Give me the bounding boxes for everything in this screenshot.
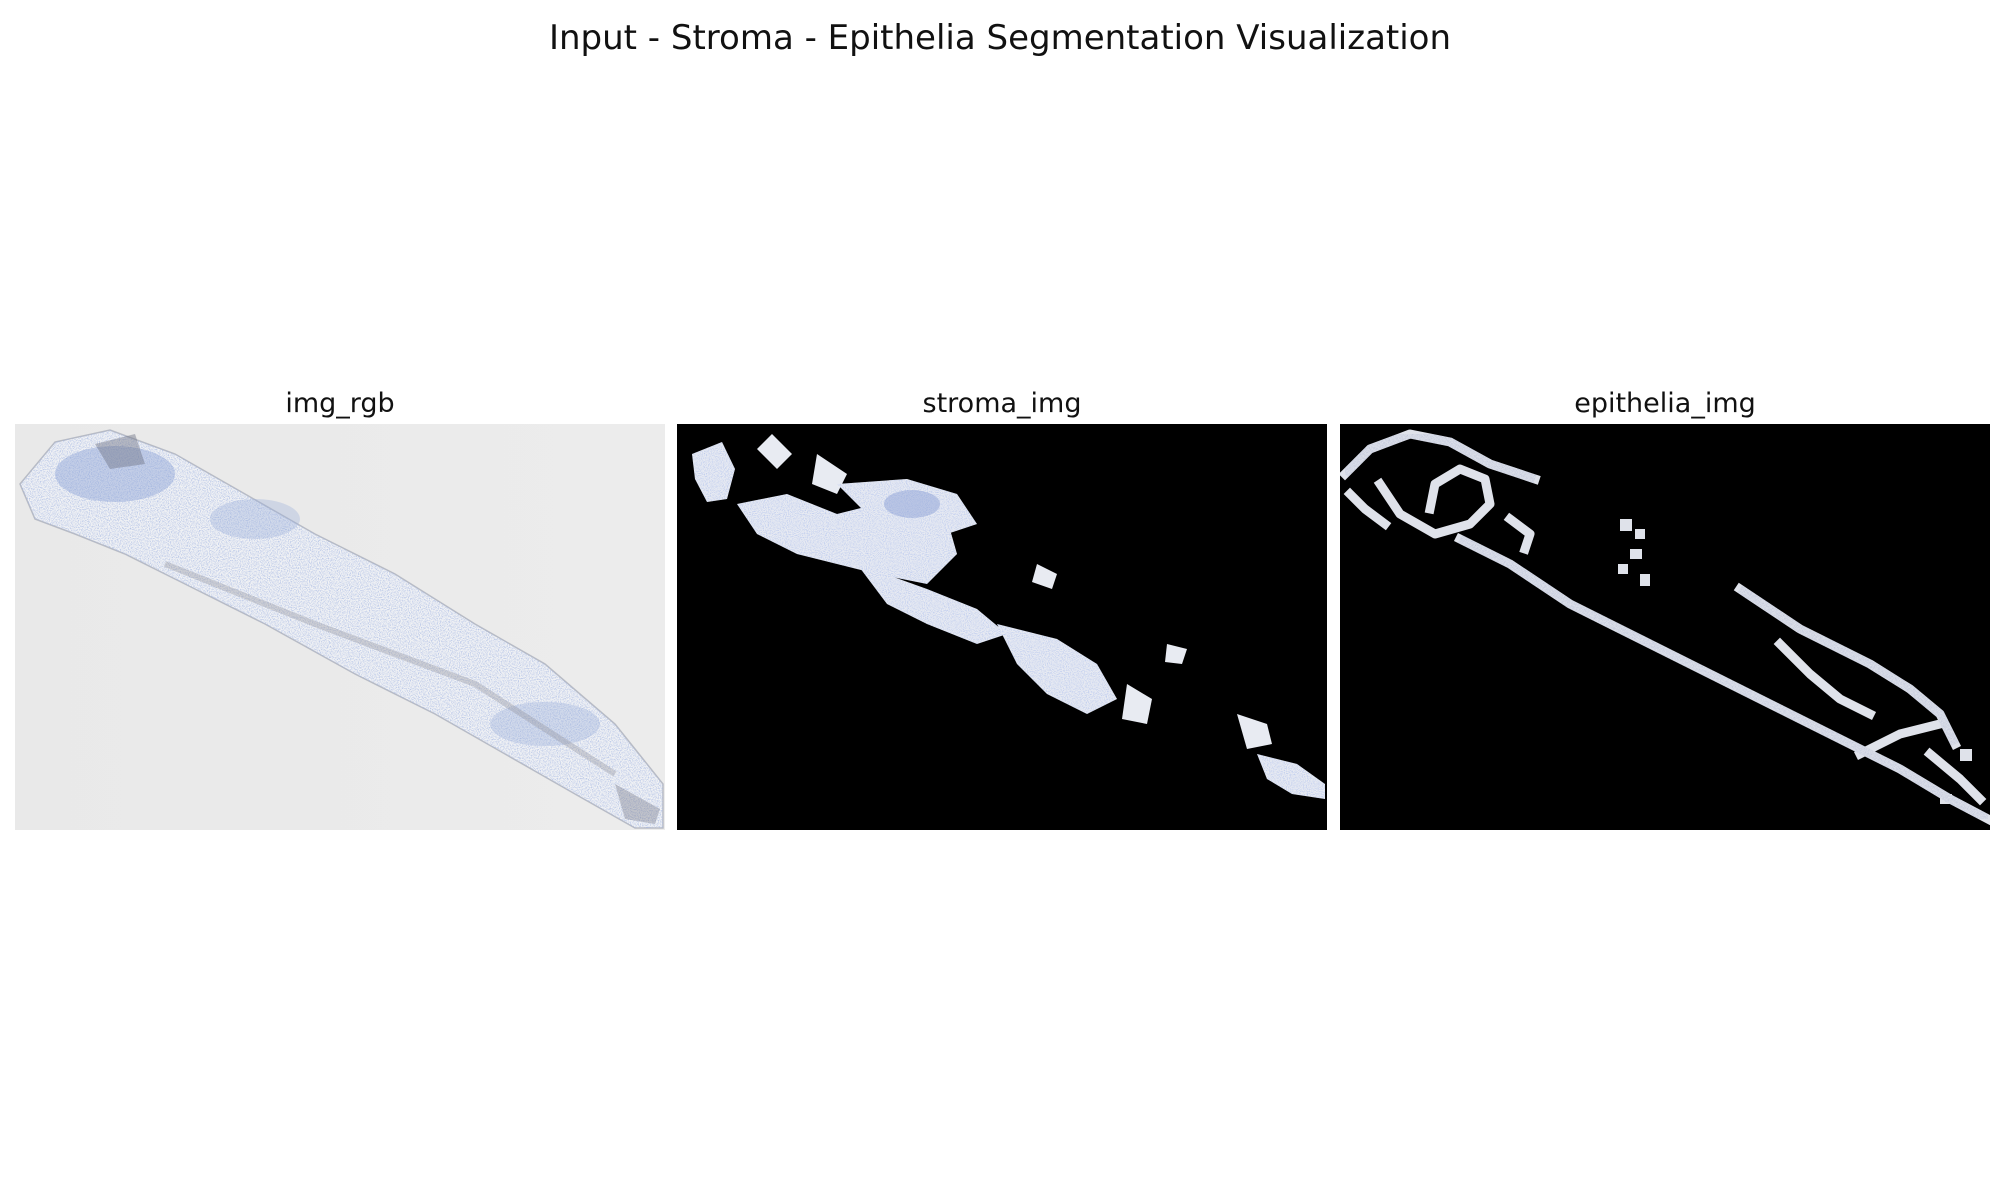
panel-title-stroma-img: stroma_img [922, 388, 1082, 419]
panel-stroma-img: stroma_img [677, 384, 1327, 834]
panel-img-rgb: img_rgb [15, 384, 665, 834]
panel-epithelia-img: epithelia_img [1340, 384, 1990, 834]
tissue-image-rgb [15, 424, 665, 830]
figure-title: Input - Stroma - Epithelia Segmentation … [548, 18, 1452, 58]
panel-title-epithelia-img: epithelia_img [1574, 388, 1756, 419]
epithelia-segmentation-image [1340, 424, 1990, 830]
panel-title-img-rgb: img_rgb [285, 388, 395, 419]
stroma-segmentation-image [677, 424, 1327, 830]
